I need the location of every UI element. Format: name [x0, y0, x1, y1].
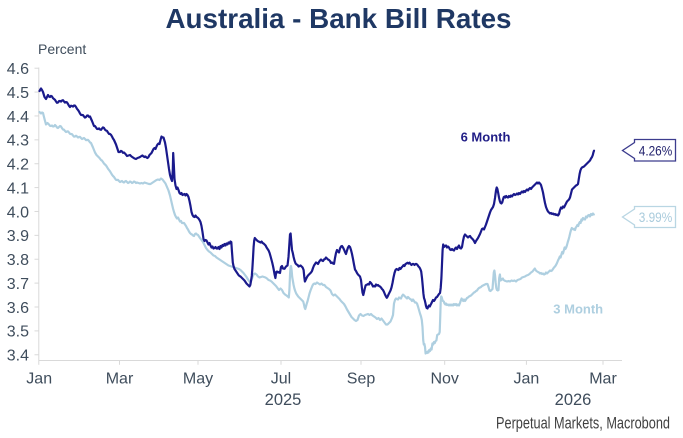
- svg-text:6 Month: 6 Month: [461, 130, 511, 145]
- svg-text:May: May: [183, 370, 213, 387]
- svg-text:Perpetual Markets, Macrobond: Perpetual Markets, Macrobond: [496, 415, 670, 433]
- svg-text:4.5: 4.5: [7, 85, 29, 102]
- svg-text:3.9: 3.9: [7, 228, 29, 245]
- svg-text:Jan: Jan: [26, 370, 52, 387]
- svg-text:Mar: Mar: [589, 370, 617, 387]
- svg-text:4.26%: 4.26%: [639, 142, 673, 158]
- svg-text:Nov: Nov: [430, 370, 458, 387]
- svg-text:4.4: 4.4: [7, 109, 29, 126]
- svg-text:3.6: 3.6: [7, 300, 29, 317]
- svg-text:4.2: 4.2: [7, 157, 29, 174]
- svg-text:3.7: 3.7: [7, 276, 29, 293]
- svg-text:3 Month: 3 Month: [553, 302, 603, 317]
- svg-text:Mar: Mar: [106, 370, 134, 387]
- svg-text:3.99%: 3.99%: [639, 209, 673, 225]
- svg-text:4.6: 4.6: [7, 61, 29, 78]
- svg-text:3.5: 3.5: [7, 324, 29, 341]
- svg-text:3.8: 3.8: [7, 252, 29, 269]
- svg-text:4.0: 4.0: [7, 204, 29, 221]
- svg-text:Percent: Percent: [38, 41, 86, 57]
- svg-text:Australia - Bank Bill Rates: Australia - Bank Bill Rates: [165, 3, 511, 34]
- svg-text:Jan: Jan: [514, 370, 540, 387]
- svg-text:2025: 2025: [265, 391, 302, 409]
- svg-text:3.4: 3.4: [7, 348, 29, 365]
- svg-text:4.1: 4.1: [7, 180, 29, 197]
- svg-text:Sep: Sep: [347, 370, 376, 387]
- svg-text:Jul: Jul: [271, 370, 291, 387]
- svg-text:4.3: 4.3: [7, 133, 29, 150]
- svg-text:2026: 2026: [555, 391, 592, 409]
